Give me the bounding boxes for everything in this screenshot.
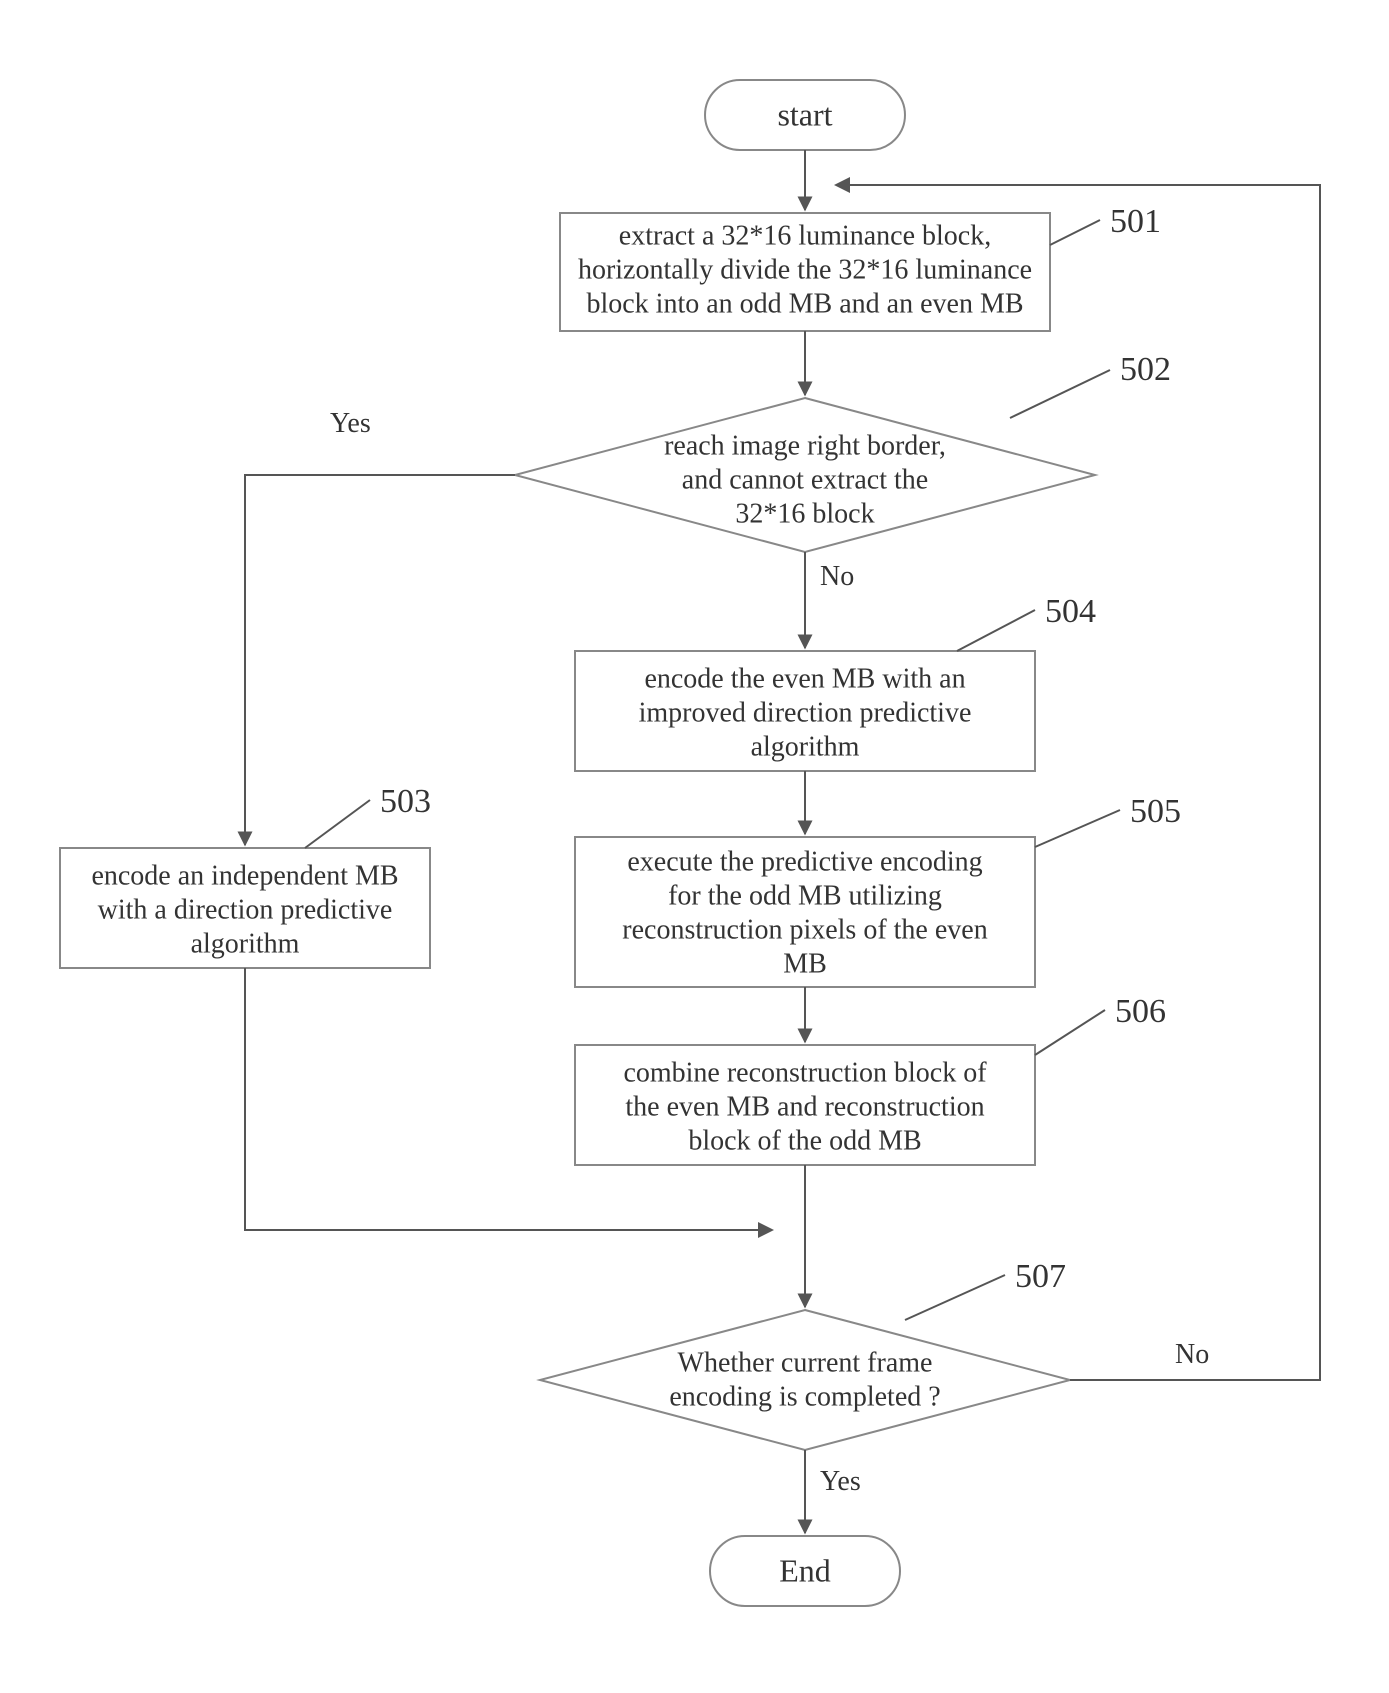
node-506-line1: combine reconstruction block of: [623, 1057, 987, 1088]
node-504-line2: improved direction predictive: [639, 697, 972, 728]
node-503-line3: algorithm: [191, 928, 300, 959]
ref-501: 501: [1110, 203, 1161, 240]
node-505-line4: MB: [783, 948, 827, 979]
ref-505: 505: [1130, 793, 1181, 830]
node-502-line3: 32*16 block: [735, 498, 874, 529]
start-label: start: [777, 96, 832, 132]
end-node: End: [710, 1536, 900, 1606]
node-501: extract a 32*16 luminance block, horizon…: [560, 213, 1050, 331]
node-505-line1: execute the predictive encoding: [627, 846, 982, 877]
ref-leader-505: [1035, 810, 1120, 847]
node-501-line1: extract a 32*16 luminance block,: [619, 220, 991, 251]
node-503-line1: encode an independent MB: [91, 860, 398, 891]
ref-leader-502: [1010, 370, 1110, 418]
node-502: reach image right border, and cannot ext…: [515, 398, 1095, 552]
node-507-line1: Whether current frame: [678, 1347, 933, 1378]
label-yes-507: Yes: [820, 1466, 861, 1497]
ref-leader-501: [1050, 220, 1100, 245]
ref-leader-506: [1035, 1010, 1105, 1055]
start-node: start: [705, 80, 905, 150]
node-502-line1: reach image right border,: [664, 430, 946, 461]
node-505-line2: for the odd MB utilizing: [668, 880, 942, 911]
label-no-507: No: [1175, 1339, 1209, 1370]
node-501-line2: horizontally divide the 32*16 luminance: [578, 254, 1032, 285]
node-507-line2: encoding is completed ?: [669, 1381, 940, 1412]
node-504: encode the even MB with an improved dire…: [575, 651, 1035, 771]
node-504-line3: algorithm: [751, 731, 860, 762]
ref-leader-507: [905, 1275, 1005, 1320]
node-506-line2: the even MB and reconstruction: [625, 1091, 984, 1122]
ref-leader-503: [305, 800, 370, 848]
ref-503: 503: [380, 783, 431, 820]
ref-507: 507: [1015, 1258, 1066, 1295]
end-label: End: [779, 1552, 831, 1588]
node-505: execute the predictive encoding for the …: [575, 837, 1035, 987]
label-yes-502: Yes: [330, 408, 371, 439]
label-no-502: No: [820, 561, 854, 592]
node-504-line1: encode the even MB with an: [644, 663, 965, 694]
ref-504: 504: [1045, 593, 1096, 630]
node-501-line3: block into an odd MB and an even MB: [586, 288, 1023, 319]
edge-507-loop: [850, 185, 1320, 1380]
node-505-line3: reconstruction pixels of the even: [622, 914, 987, 945]
node-503: encode an independent MB with a directio…: [60, 848, 430, 968]
node-507: Whether current frame encoding is comple…: [540, 1310, 1070, 1450]
node-506-line3: block of the odd MB: [688, 1125, 921, 1156]
node-502-line2: and cannot extract the: [682, 464, 928, 495]
ref-506: 506: [1115, 993, 1166, 1030]
node-503-line2: with a direction predictive: [98, 894, 393, 925]
node-506: combine reconstruction block of the even…: [575, 1045, 1035, 1165]
loop-arrowhead: [834, 177, 850, 193]
join-arrowhead: [758, 1222, 774, 1238]
ref-leader-504: [957, 610, 1035, 651]
ref-502: 502: [1120, 351, 1171, 388]
